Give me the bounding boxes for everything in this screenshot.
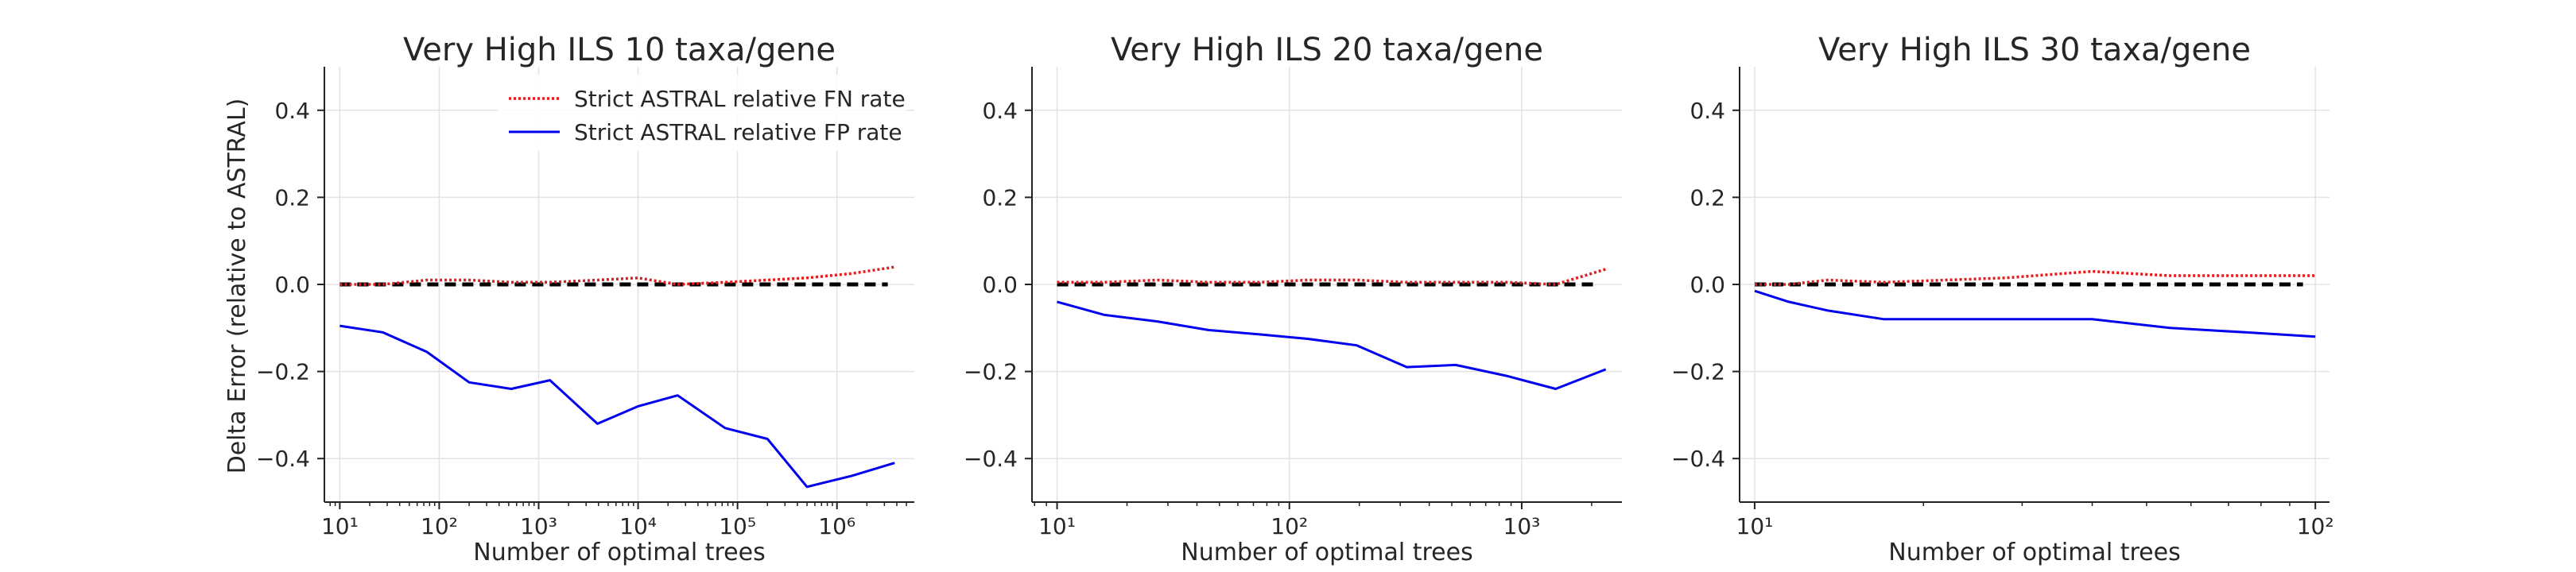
series-line-fp-rate xyxy=(1057,300,1607,390)
x-tick-label: 10⁴ xyxy=(619,513,657,539)
x-tick-label: 10² xyxy=(421,513,458,539)
chart-panel-1: −0.4 −0.2 0.0 0.2 0.4 10¹ 10² 10³ 10⁴ 10⁵ 10⁶ Very … xyxy=(256,32,914,566)
x-tick-label: 10⁵ xyxy=(719,513,756,539)
chart-title: Very High ILS 30 taxa/gene xyxy=(1818,32,2251,68)
y-axis-label: Delta Error (relative to ASTRAL) xyxy=(223,99,251,474)
x-tick-label: 10¹ xyxy=(1038,513,1076,539)
x-axis-label: Number of optimal trees xyxy=(1181,539,1472,566)
y-tick-label: −0.4 xyxy=(1671,446,1725,472)
y-tick-label: 0.0 xyxy=(982,272,1018,298)
x-tick-label: 10¹ xyxy=(1736,513,1774,539)
y-tick-label: −0.2 xyxy=(256,359,310,385)
y-tick-label: 0.0 xyxy=(274,272,310,298)
series-line-fp-rate xyxy=(339,324,895,489)
legend-label: Strict ASTRAL relative FP rate xyxy=(574,119,902,145)
series-line-fn-rate xyxy=(1057,268,1607,286)
x-tick-label: 10² xyxy=(2297,513,2334,539)
y-tick-label: 0.0 xyxy=(1690,272,1725,298)
chart-panels: −0.4 −0.2 0.0 0.2 0.4 10¹ 10² 10³ 10⁴ 10⁵ 10⁶ Very … xyxy=(256,32,2334,566)
y-tick-label: −0.2 xyxy=(964,359,1018,385)
y-tick-label: −0.2 xyxy=(1671,359,1725,385)
y-tick-label: −0.4 xyxy=(256,446,310,472)
y-tick-label: 0.4 xyxy=(274,98,310,124)
x-tick-label: 10³ xyxy=(520,513,557,539)
x-tick-label: 10³ xyxy=(1503,513,1541,539)
x-tick-label: 10² xyxy=(1271,513,1308,539)
x-tick-label: 10⁶ xyxy=(818,513,855,539)
series-line-fp-rate xyxy=(1754,289,2316,338)
x-axis-label: Number of optimal trees xyxy=(1888,539,2180,566)
y-tick-label: 0.2 xyxy=(982,184,1018,211)
legend-box xyxy=(498,75,906,151)
legend-label: Strict ASTRAL relative FN rate xyxy=(574,86,906,112)
chart-title: Very High ILS 10 taxa/gene xyxy=(403,32,836,68)
legend: Strict ASTRAL relative FN rate Strict AST… xyxy=(498,75,906,151)
series-line-fn-rate xyxy=(339,265,895,286)
y-tick-label: 0.4 xyxy=(982,98,1018,124)
y-tick-label: −0.4 xyxy=(964,446,1018,472)
x-tick-label: 10¹ xyxy=(321,513,359,539)
chart-panel-3: −0.4 −0.2 0.0 0.2 0.4 10¹ 10² Very High ILS 30 … xyxy=(1671,32,2334,566)
chart-panel-2: −0.4 −0.2 0.0 0.2 0.4 10¹ 10² 10³ Very High ILS … xyxy=(964,32,1622,566)
chart-title: Very High ILS 20 taxa/gene xyxy=(1111,32,1543,68)
y-tick-label: 0.2 xyxy=(274,184,310,211)
y-tick-label: 0.4 xyxy=(1690,98,1725,124)
y-tick-label: 0.2 xyxy=(1690,184,1725,211)
x-axis-label: Number of optimal trees xyxy=(473,539,765,566)
